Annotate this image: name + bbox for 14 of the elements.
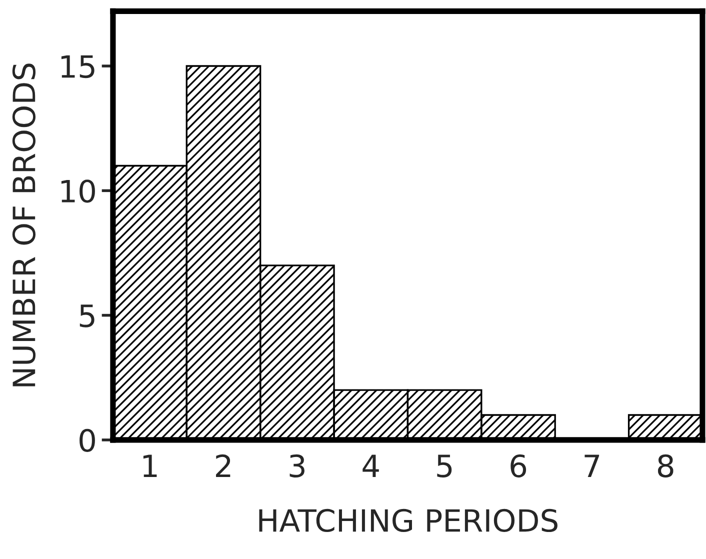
x-tick-label: 2 bbox=[216, 454, 230, 478]
x-tick-label: 7 bbox=[584, 454, 600, 478]
x-tick-label: 5 bbox=[437, 454, 452, 478]
y-tick-label: 10 bbox=[61, 180, 95, 203]
x-tick-label: 6 bbox=[510, 454, 526, 478]
x-tick-label: 3 bbox=[290, 454, 304, 478]
x-tick-label: 1 bbox=[143, 454, 157, 478]
x-axis-title: HATCHING PERIODS bbox=[259, 508, 558, 532]
y-tick-label: 5 bbox=[80, 304, 94, 328]
x-tick-label: 4 bbox=[362, 454, 379, 478]
y-tick-label: 15 bbox=[61, 55, 94, 78]
y-axis-title: NUMBER OF BROODS bbox=[12, 64, 36, 386]
x-tick-label: 8 bbox=[658, 454, 674, 478]
y-tick-label: 0 bbox=[80, 428, 95, 452]
